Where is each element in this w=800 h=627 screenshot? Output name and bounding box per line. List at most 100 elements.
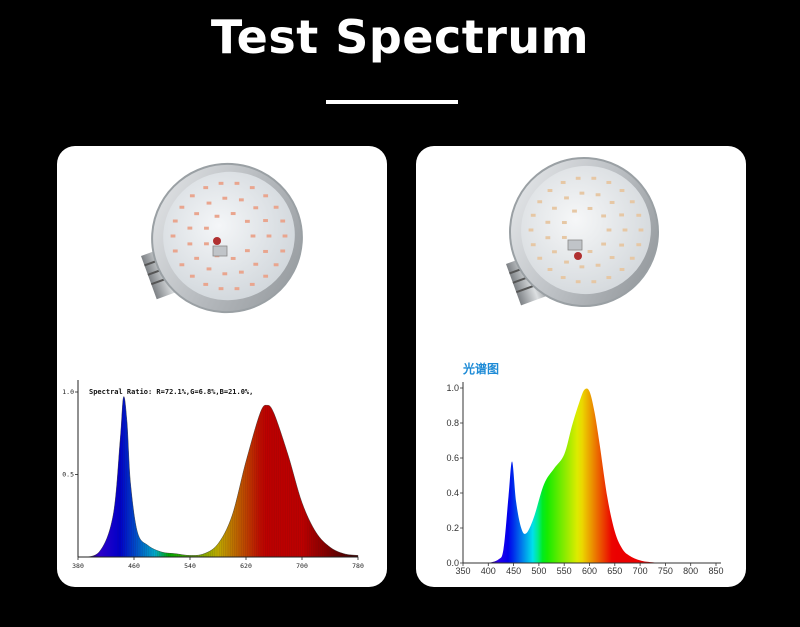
led-chip xyxy=(189,194,195,198)
led-chip xyxy=(187,226,193,230)
led-chip xyxy=(545,236,551,240)
led-chip xyxy=(204,242,209,246)
led-chip xyxy=(179,263,185,267)
x-tick-label: 750 xyxy=(658,566,673,576)
led-chip xyxy=(601,242,607,246)
led-chip xyxy=(591,176,597,180)
led-chip xyxy=(587,250,593,254)
chart-title-left: Spectral Ratio: R=72.1%,G=6.8%,B=21.0%, xyxy=(89,388,253,396)
led-chip xyxy=(282,234,288,238)
led-chip xyxy=(619,267,625,271)
led-chip xyxy=(218,181,224,185)
led-chip xyxy=(170,234,176,238)
y-tick-label: 0.8 xyxy=(446,418,459,428)
led-chip xyxy=(530,213,536,217)
x-tick-label: 350 xyxy=(455,566,470,576)
led-chip xyxy=(552,250,557,254)
led-chip xyxy=(537,256,543,260)
x-tick-label: 500 xyxy=(531,566,546,576)
spectrum-area-left xyxy=(77,396,359,558)
led-chip xyxy=(547,189,553,193)
led-chip xyxy=(547,267,553,271)
led-chip xyxy=(249,282,255,286)
led-chip xyxy=(179,205,185,209)
x-tick-label: 780 xyxy=(352,562,364,570)
spectrum-chart-right: 光谱图 350 400 450 500 550 600 650 700 750 800 850 0.0… xyxy=(446,361,723,576)
y-tick-label: 0.4 xyxy=(446,488,459,498)
y-tick-label: 0.2 xyxy=(446,523,459,533)
led-chip xyxy=(561,235,567,239)
led-chip xyxy=(601,214,607,218)
led-chip xyxy=(253,262,259,266)
led-chip xyxy=(263,219,268,223)
led-chip xyxy=(218,287,224,291)
x-tick-label: 800 xyxy=(683,566,698,576)
led-chip xyxy=(250,234,256,238)
led-chip xyxy=(206,201,212,205)
led-chip xyxy=(194,256,200,260)
y-tick-label: 0.5 xyxy=(62,471,74,479)
page-title: Test Spectrum xyxy=(210,10,590,64)
led-chip xyxy=(560,276,566,280)
led-chip xyxy=(636,243,642,247)
led-chip xyxy=(249,186,255,190)
led-chip xyxy=(560,180,566,184)
x-tick-label: 400 xyxy=(481,566,496,576)
led-chip xyxy=(619,213,625,217)
led-chip xyxy=(537,200,543,204)
led-chip xyxy=(230,212,236,216)
led-chip xyxy=(638,228,644,232)
y-tick-label: 0.6 xyxy=(446,453,459,463)
led-chip xyxy=(575,176,581,180)
led-chip xyxy=(572,209,577,213)
led-chip xyxy=(619,243,625,247)
led-chip xyxy=(595,193,601,197)
led-chip xyxy=(273,263,279,267)
led-chip xyxy=(222,272,228,276)
led-chip xyxy=(203,186,209,190)
led-chip xyxy=(619,189,625,193)
led-chip xyxy=(629,200,635,204)
led-chip xyxy=(189,274,195,278)
led-chip xyxy=(194,212,200,216)
y-tick-label: 1.0 xyxy=(62,388,74,396)
led-chip xyxy=(238,198,244,202)
y-tick-label: 1.0 xyxy=(446,383,459,393)
led-chip xyxy=(172,249,178,253)
led-chip xyxy=(609,256,615,260)
x-tick-label: 700 xyxy=(633,566,648,576)
led-chip xyxy=(606,276,612,280)
x-tick-label: 450 xyxy=(506,566,521,576)
bulb-image-left xyxy=(141,162,303,314)
x-tick-label: 460 xyxy=(128,562,140,570)
led-chip xyxy=(622,228,628,232)
led-chip xyxy=(234,287,240,291)
x-tick-label: 620 xyxy=(240,562,252,570)
x-tick-label: 380 xyxy=(72,562,84,570)
led-chip xyxy=(591,280,597,284)
led-chip xyxy=(172,219,178,223)
led-chip xyxy=(636,213,642,217)
x-tick-label: 700 xyxy=(296,562,308,570)
chart-title-right: 光谱图 xyxy=(462,361,499,376)
led-chip xyxy=(564,196,569,200)
spectrum-chart-left: 380 460 540 620 700 780 1.0 0.5 Spectral Ratio:… xyxy=(62,380,364,570)
product-card-right: 光谱图 350 400 450 500 550 600 650 700 750 800 850 0.0… xyxy=(416,146,746,587)
led-chip xyxy=(206,267,212,271)
led-chip xyxy=(575,280,581,284)
x-tick-label: 850 xyxy=(708,566,723,576)
led-chip xyxy=(528,228,534,232)
led-chip xyxy=(280,249,286,253)
led-chip xyxy=(263,194,269,198)
led-chip xyxy=(561,221,567,225)
led-chip xyxy=(266,234,272,238)
led-chip xyxy=(263,274,269,278)
led-chip xyxy=(203,282,209,286)
led-chip xyxy=(214,214,220,218)
led-chip xyxy=(579,191,585,195)
led-chip xyxy=(579,265,585,269)
led-chip xyxy=(609,200,615,204)
led-chip xyxy=(629,256,635,260)
x-tick-label: 550 xyxy=(557,566,572,576)
x-tick-label: 600 xyxy=(582,566,597,576)
